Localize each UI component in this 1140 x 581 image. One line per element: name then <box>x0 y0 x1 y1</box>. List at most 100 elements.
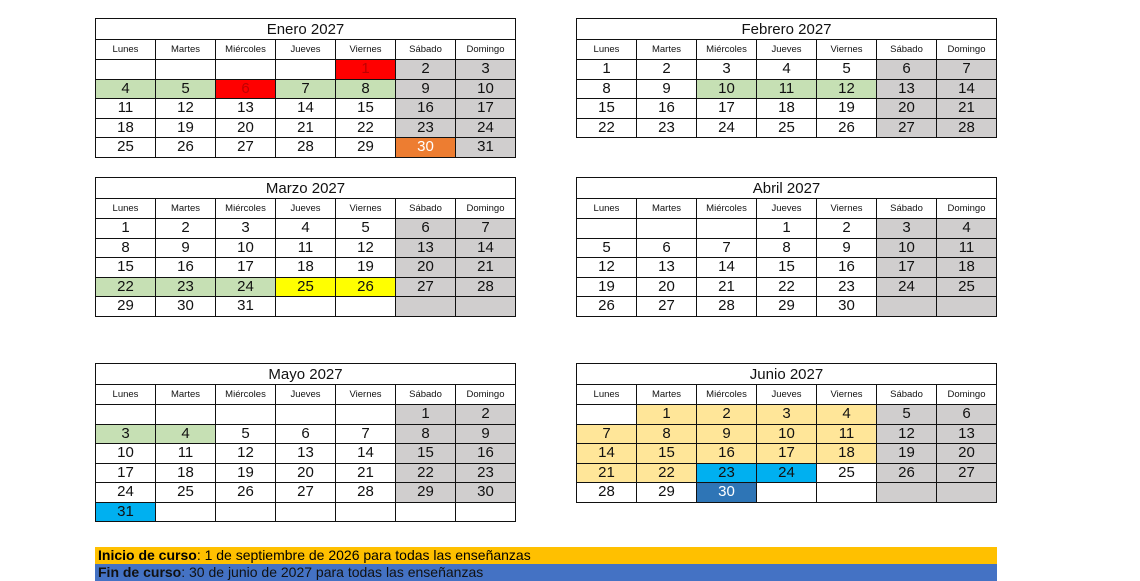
empty-day-cell <box>215 404 276 425</box>
day-cell: 5 <box>155 78 216 99</box>
weekday-header: Miércoles <box>215 384 276 405</box>
day-cell: 7 <box>335 423 396 444</box>
day-cell: 2 <box>696 404 757 425</box>
empty-day-cell <box>215 59 276 80</box>
month-title: Abril 2027 <box>576 177 997 199</box>
day-cell: 4 <box>816 404 877 425</box>
day-cell: 24 <box>696 117 757 138</box>
weekday-header: Domingo <box>936 198 997 219</box>
day-cell: 7 <box>275 78 336 99</box>
weekday-header: Viernes <box>335 384 396 405</box>
day-cell: 23 <box>696 462 757 483</box>
day-cell: 4 <box>155 423 216 444</box>
day-cell: 4 <box>756 59 817 80</box>
weekday-header: Sábado <box>876 198 937 219</box>
day-cell: 5 <box>215 423 276 444</box>
day-cell: 23 <box>816 276 877 297</box>
day-cell: 24 <box>756 462 817 483</box>
weekday-header: Lunes <box>95 384 156 405</box>
day-cell: 28 <box>455 276 516 297</box>
day-cell: 21 <box>696 276 757 297</box>
day-cell: 15 <box>395 443 456 464</box>
day-cell: 2 <box>636 59 697 80</box>
day-cell: 15 <box>576 98 637 119</box>
day-cell: 2 <box>155 218 216 239</box>
empty-day-cell <box>275 59 336 80</box>
day-cell: 19 <box>335 257 396 278</box>
empty-day-cell <box>576 218 637 239</box>
day-cell: 11 <box>936 237 997 258</box>
day-cell: 22 <box>95 276 156 297</box>
day-cell: 1 <box>95 218 156 239</box>
day-cell: 5 <box>876 404 937 425</box>
empty-day-cell <box>155 59 216 80</box>
day-cell: 2 <box>816 218 877 239</box>
day-cell: 29 <box>636 482 697 503</box>
day-cell: 13 <box>936 423 997 444</box>
day-cell: 3 <box>756 404 817 425</box>
day-cell: 19 <box>155 117 216 138</box>
day-cell: 13 <box>215 98 276 119</box>
day-cell: 18 <box>816 443 877 464</box>
day-cell: 14 <box>696 257 757 278</box>
empty-day-cell <box>95 59 156 80</box>
weekday-header: Domingo <box>455 384 516 405</box>
day-cell: 30 <box>455 482 516 503</box>
day-cell: 10 <box>696 78 757 99</box>
day-cell: 10 <box>455 78 516 99</box>
day-cell: 25 <box>936 276 997 297</box>
day-cell: 13 <box>275 443 336 464</box>
day-cell: 13 <box>395 237 456 258</box>
day-cell: 8 <box>756 237 817 258</box>
day-cell: 16 <box>816 257 877 278</box>
day-cell: 7 <box>576 423 637 444</box>
empty-day-cell <box>215 501 276 522</box>
empty-day-cell <box>395 501 456 522</box>
day-cell: 19 <box>816 98 877 119</box>
day-cell: 8 <box>335 78 396 99</box>
legend-course-start-label: Inicio de curso <box>98 547 197 563</box>
month-title: Marzo 2027 <box>95 177 516 199</box>
day-cell: 12 <box>215 443 276 464</box>
day-cell: 14 <box>335 443 396 464</box>
empty-day-cell <box>455 501 516 522</box>
day-cell: 14 <box>455 237 516 258</box>
weekday-header: Jueves <box>275 39 336 60</box>
day-cell: 13 <box>636 257 697 278</box>
day-cell: 30 <box>816 296 877 317</box>
day-cell: 14 <box>936 78 997 99</box>
empty-day-cell <box>335 296 396 317</box>
empty-day-cell <box>936 482 997 503</box>
day-cell: 15 <box>335 98 396 119</box>
day-cell: 4 <box>275 218 336 239</box>
day-cell: 23 <box>155 276 216 297</box>
empty-day-cell <box>335 501 396 522</box>
day-cell: 17 <box>95 462 156 483</box>
day-cell: 11 <box>275 237 336 258</box>
month-calendar: Mayo 2027 Lunes Martes Miércoles Jueves Viern… <box>95 363 516 522</box>
empty-day-cell <box>335 404 396 425</box>
weekday-header: Martes <box>636 39 697 60</box>
legend-course-start: Inicio de curso: 1 de septiembre de 2026… <box>95 547 997 564</box>
weekday-header: Domingo <box>455 198 516 219</box>
empty-day-cell <box>155 404 216 425</box>
day-cell: 23 <box>636 117 697 138</box>
weekday-header: Sábado <box>876 384 937 405</box>
weekday-header: Lunes <box>576 384 637 405</box>
empty-day-cell <box>816 482 877 503</box>
month-title: Febrero 2027 <box>576 18 997 40</box>
day-cell: 14 <box>275 98 336 119</box>
empty-day-cell <box>95 404 156 425</box>
empty-day-cell <box>155 501 216 522</box>
day-cell: 12 <box>576 257 637 278</box>
legend-course-end-text: : 30 de junio de 2027 para todas las ens… <box>181 564 484 580</box>
day-cell: 7 <box>936 59 997 80</box>
day-cell: 10 <box>876 237 937 258</box>
day-cell: 25 <box>95 137 156 158</box>
day-cell: 31 <box>215 296 276 317</box>
day-cell: 6 <box>395 218 456 239</box>
weekday-header: Miércoles <box>696 384 757 405</box>
weekday-header: Martes <box>155 384 216 405</box>
day-cell: 21 <box>275 117 336 138</box>
empty-day-cell <box>275 296 336 317</box>
